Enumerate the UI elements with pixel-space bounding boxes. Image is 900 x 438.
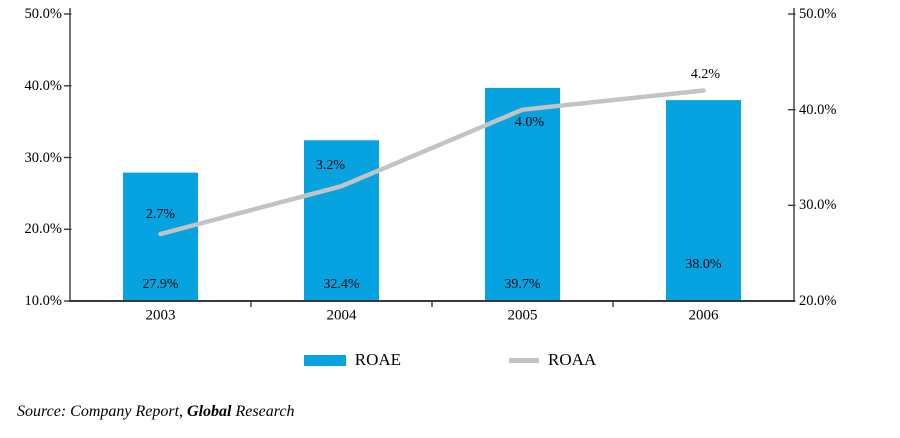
x-tick-label: 2003	[145, 307, 176, 324]
source-suffix: Research	[231, 403, 295, 420]
y-tick-label-right: 40.0%	[799, 101, 837, 118]
x-tick-label: 2006	[688, 307, 719, 324]
bar-value-label: 39.7%	[504, 277, 541, 292]
bar-2005	[485, 87, 560, 302]
x-tick-label: 2004	[326, 307, 357, 324]
legend: ROAE ROAA	[0, 347, 900, 373]
legend-label-roae: ROAE	[354, 350, 402, 369]
line-value-label: 4.2%	[690, 66, 721, 82]
roaa-line-swatch-icon	[509, 357, 540, 363]
legend-label-roaa: ROAA	[548, 350, 597, 369]
roae-bar-swatch-icon	[303, 354, 346, 366]
roaa-line	[158, 88, 706, 237]
bar-value-label: 27.9%	[142, 277, 179, 292]
line-value-label: 3.2%	[315, 158, 346, 174]
y-tick-label-left: 10.0%	[24, 292, 62, 309]
bar-value-label: 32.4%	[323, 277, 360, 292]
plot-area: 50.0% 40.0% 30.0% 20.0% 10.0% 50.0% 40.0% 30.0%…	[24, 5, 837, 324]
source-bold-word: Global	[187, 403, 232, 420]
bar-2004	[304, 140, 379, 301]
chart-canvas	[64, 8, 796, 307]
line-value-label: 2.7%	[145, 207, 176, 223]
y-tick-label-right: 20.0%	[799, 292, 837, 309]
bar-2006	[666, 100, 741, 301]
y-tick-label-left: 30.0%	[24, 149, 62, 166]
bar-2003	[123, 172, 198, 301]
y-tick-label-right: 30.0%	[799, 197, 837, 214]
legend-item-roae: ROAE	[303, 350, 402, 370]
y-tick-label-right: 50.0%	[799, 5, 837, 22]
y-tick-label-left: 40.0%	[24, 77, 62, 94]
legend-item-roaa: ROAA	[509, 350, 596, 370]
y-tick-label-left: 50.0%	[24, 5, 62, 22]
source-note: Source: Company Report, Global Research	[17, 403, 294, 421]
line-value-label: 4.0%	[514, 114, 545, 130]
x-tick-label: 2005	[507, 307, 538, 324]
bar-value-label: 38.0%	[685, 257, 722, 272]
y-tick-label-left: 20.0%	[24, 221, 62, 237]
source-prefix: Source: Company Report,	[17, 403, 188, 420]
